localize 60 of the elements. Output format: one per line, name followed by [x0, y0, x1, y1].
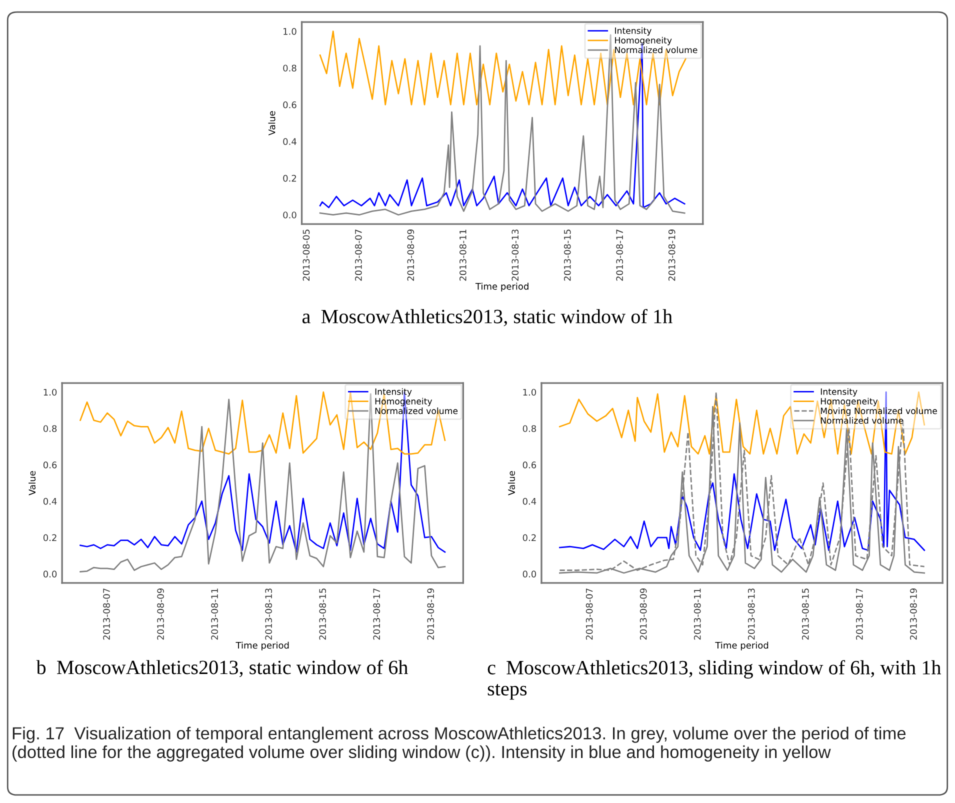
x-tick-label: 2013-08-19 — [910, 588, 917, 640]
y-tick-label: 1.0 — [44, 388, 57, 396]
y-tick-label: 0.0 — [522, 570, 536, 578]
x-tick-label: 2013-08-09 — [640, 588, 647, 640]
legend-label: Intensity — [820, 388, 858, 397]
text: b MoscowAthletics2013, static window of 6h — [36, 660, 408, 678]
y-tick-label: 0.0 — [43, 570, 57, 578]
y-tick-label: 0.2 — [283, 174, 296, 182]
x-tick-label: 2013-08-15 — [319, 588, 326, 640]
y-axis-title: Value — [28, 471, 36, 496]
y-tick-label: 0.0 — [283, 212, 296, 218]
legend-label: Moving Normalized volume — [820, 407, 937, 416]
y-tick-label: 0.8 — [283, 64, 296, 72]
x-tick-label: 2013-08-09 — [157, 588, 164, 640]
x-tick-label: 2013-08-17 — [856, 588, 863, 640]
legend-label: Intensity — [615, 27, 652, 36]
x-tick-label: 2013-08-13 — [748, 588, 755, 640]
y-tick-label: 0.6 — [522, 462, 536, 468]
x-tick-label: 2013-08-15 — [802, 588, 809, 640]
x-tick-label: 2013-08-17 — [373, 588, 380, 640]
x-axis-title: Time period — [236, 642, 289, 650]
x-tick-label: 2013-08-15 — [564, 230, 571, 281]
y-tick-label: 0.6 — [43, 462, 57, 468]
y-tick-label: 0.8 — [43, 425, 57, 432]
legend-label: Intensity — [375, 388, 412, 397]
x-tick-label: 2013-08-19 — [427, 588, 434, 640]
x-tick-label: 2013-08-09 — [407, 230, 414, 281]
y-tick-label: 0.6 — [283, 101, 296, 108]
y-axis-title: Value — [508, 471, 515, 496]
x-tick-label: 2013-08-11 — [211, 588, 218, 640]
legend-label: Normalized volume — [375, 407, 458, 414]
legend-label: Normalized volume — [820, 417, 904, 424]
x-tick-label: 2013-08-07 — [586, 588, 593, 640]
x-tick-label: 2013-08-07 — [103, 588, 110, 640]
legend-label: Normalized volume — [615, 46, 698, 54]
y-tick-label: 0.2 — [522, 534, 536, 542]
legend-label: Homogeneity — [615, 36, 672, 46]
x-tick-label: 2013-08-11 — [694, 588, 701, 640]
x-tick-label: 2013-08-13 — [512, 230, 519, 281]
y-tick-label: 0.4 — [522, 498, 536, 505]
x-tick-label: 2013-08-19 — [668, 230, 676, 281]
x-tick-label: 2013-08-05 — [302, 230, 310, 281]
legend-label: Homogeneity — [375, 398, 432, 406]
x-tick-label: 2013-08-07 — [355, 230, 362, 281]
x-tick-label: 2013-08-13 — [265, 588, 272, 640]
text: c MoscowAthletics2013, sliding window of 6h, with 1h steps — [488, 660, 941, 700]
y-tick-label: 0.2 — [43, 534, 56, 542]
y-axis-title: Value — [268, 111, 276, 136]
y-tick-label: 0.8 — [522, 425, 536, 432]
text: a MoscowAthletics2013, static window of 1h — [302, 308, 672, 326]
x-axis-title: Time period — [475, 282, 528, 292]
y-tick-label: 0.4 — [283, 138, 296, 145]
x-tick-label: 2013-08-11 — [459, 230, 466, 281]
y-tick-label: 0.4 — [43, 498, 57, 505]
y-tick-label: 1.0 — [523, 388, 536, 396]
x-tick-label: 2013-08-17 — [616, 230, 624, 281]
x-axis-title: Time period — [715, 642, 768, 650]
legend-label: Homogeneity — [820, 398, 878, 406]
y-tick-label: 1.0 — [284, 28, 296, 35]
caption: Fig. 17 Visualization of temporal entanglement across MoscowAthletics2013. In grey, volume over the period of time (dotted line for the aggregated volume over sliding window (c)). Intensity in blue and homogeneity in yellow — [12, 726, 906, 762]
